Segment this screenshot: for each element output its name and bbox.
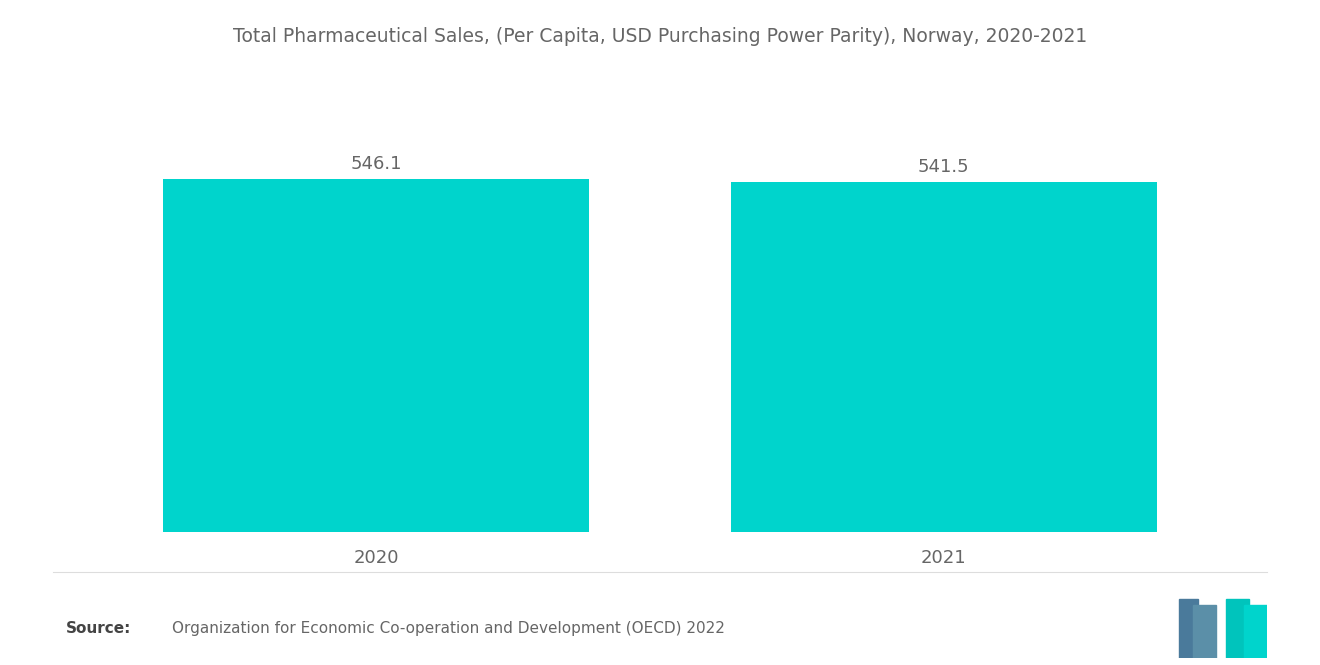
Bar bbox=[164, 180, 589, 532]
Text: 546.1: 546.1 bbox=[350, 155, 403, 173]
Text: Organization for Economic Co-operation and Development (OECD) 2022: Organization for Economic Co-operation a… bbox=[172, 621, 725, 636]
Polygon shape bbox=[1243, 605, 1267, 658]
Polygon shape bbox=[1193, 605, 1217, 658]
Text: Total Pharmaceutical Sales, (Per Capita, USD Purchasing Power Parity), Norway, 2: Total Pharmaceutical Sales, (Per Capita,… bbox=[232, 27, 1088, 46]
Polygon shape bbox=[1225, 598, 1249, 658]
Text: Source:: Source: bbox=[66, 621, 132, 636]
Bar bbox=[731, 182, 1156, 532]
Polygon shape bbox=[1180, 598, 1199, 658]
Text: 541.5: 541.5 bbox=[917, 158, 970, 176]
